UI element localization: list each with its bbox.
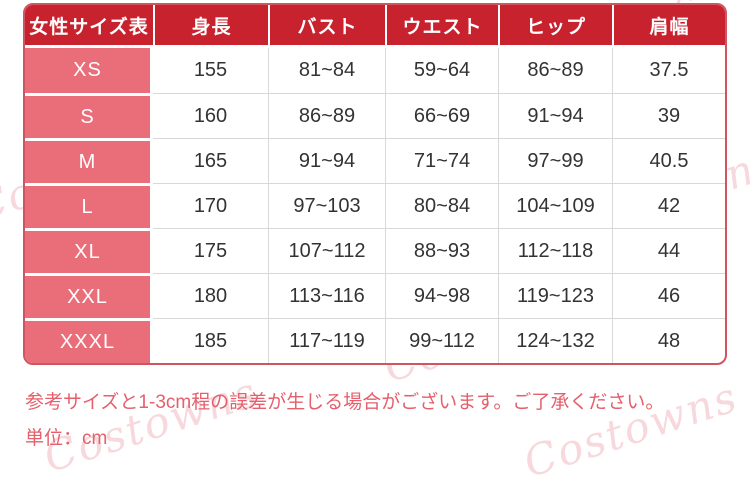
cell-waist: 94~98	[385, 273, 498, 318]
cell-hip: 104~109	[498, 183, 612, 228]
cell-height: 155	[193, 59, 228, 81]
size-label: L	[25, 183, 153, 228]
cell-height: 170	[153, 183, 268, 228]
cell-hip: 91~94	[498, 93, 612, 138]
cell-shoulder: 40.5	[612, 138, 725, 183]
size-label: XS	[25, 48, 153, 93]
size-chart-table: 女性サイズ表 身長 バスト ウエスト ヒップ 肩幅 XS 155 81~84 5…	[23, 3, 727, 365]
cell-bust: 81~84	[268, 48, 385, 93]
cell-shoulder: 39	[612, 93, 725, 138]
tolerance-note: 参考サイズと1-3cm程の誤差が生じる場合がございます。ご了承ください。	[25, 392, 665, 413]
cell-hip: 119~123	[498, 273, 612, 318]
cell-waist: 88~93	[385, 228, 498, 273]
size-label: S	[25, 93, 153, 138]
table-row-xxxl: XXXL 185 117~119 99~112 124~132 48	[25, 318, 725, 363]
cell-shoulder: 46	[612, 273, 725, 318]
cell-waist: 71~74	[385, 138, 498, 183]
header-waist: ウエスト	[385, 5, 498, 48]
table-row-xxl: XXL 180 113~116 94~98 119~123 46	[25, 273, 725, 318]
cell-bust: 97~103	[268, 183, 385, 228]
cell-bust: 86~89	[268, 93, 385, 138]
cell-shoulder: 44	[612, 228, 725, 273]
cell-height: 160	[153, 93, 268, 138]
table-row-m: M 165 91~94 71~74 97~99 40.5	[25, 138, 725, 183]
table-title: 女性サイズ表	[25, 5, 153, 48]
cell-height: 165	[153, 138, 268, 183]
table-row-xl: XL 175 107~112 88~93 112~118 44	[25, 228, 725, 273]
size-label: XL	[25, 228, 153, 273]
cell-waist: 66~69	[385, 93, 498, 138]
table-row-s: S 160 86~89 66~69 91~94 39	[25, 93, 725, 138]
women-size-table: 女性サイズ表 身長 バスト ウエスト ヒップ 肩幅 XS 155 81~84 5…	[25, 5, 725, 363]
notes: 参考サイズと1-3cm程の誤差が生じる場合がございます。ご了承ください。 単位：…	[25, 392, 664, 464]
cell-hip: 124~132	[498, 318, 612, 363]
table-row-xs: XS 155 81~84 59~64 86~89 37.5	[25, 48, 725, 93]
header-hip: ヒップ	[498, 5, 612, 48]
cell-height: 185	[153, 318, 268, 363]
cell-shoulder: 42	[612, 183, 725, 228]
cell-bust: 117~119	[268, 318, 385, 363]
size-label: XXL	[25, 273, 153, 318]
cell-waist: 80~84	[385, 183, 498, 228]
cell-waist: 99~112	[385, 318, 498, 363]
cell-height: 180	[153, 273, 268, 318]
cell-height: 175	[153, 228, 268, 273]
cell-hip: 86~89	[498, 48, 612, 93]
cell-bust: 107~112	[268, 228, 385, 273]
header-row: 女性サイズ表 身長 バスト ウエスト ヒップ 肩幅	[25, 5, 725, 48]
cell-bust: 91~94	[268, 138, 385, 183]
cell-bust: 113~116	[268, 273, 385, 318]
table-row-l: L 170 97~103 80~84 104~109 42	[25, 183, 725, 228]
header-shoulder: 肩幅	[612, 5, 725, 48]
size-label: M	[25, 138, 153, 183]
size-label: XXXL	[25, 318, 153, 363]
header-bust: バスト	[268, 5, 385, 48]
unit-note: 単位：cm	[25, 427, 108, 449]
cell-hip: 112~118	[498, 228, 612, 273]
cell-waist: 59~64	[385, 48, 498, 93]
cell-shoulder: 37.5	[612, 48, 725, 93]
header-height: 身長	[153, 5, 268, 48]
cell-hip: 97~99	[498, 138, 612, 183]
cell-shoulder: 48	[612, 318, 725, 363]
